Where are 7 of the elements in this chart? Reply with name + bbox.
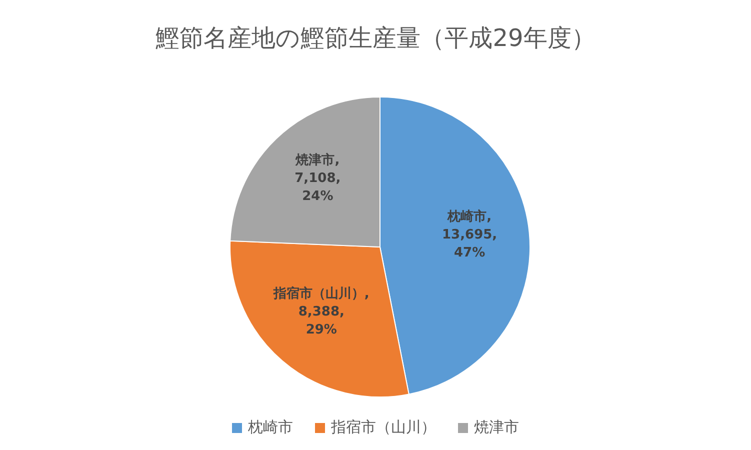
data-label: 焼津市, 7,108, 24% <box>294 152 341 204</box>
legend-label: 枕崎市 <box>247 418 293 437</box>
chart-title: 鰹節名産地の鰹節生産量（平成29年度） <box>154 23 596 54</box>
legend-label: 指宿市（山川） <box>330 418 436 437</box>
data-label: 枕崎市, 13,695, 47% <box>442 208 498 260</box>
data-label: 指宿市（山川）, 8,388, 29% <box>272 285 370 338</box>
legend-label: 焼津市 <box>473 418 519 437</box>
